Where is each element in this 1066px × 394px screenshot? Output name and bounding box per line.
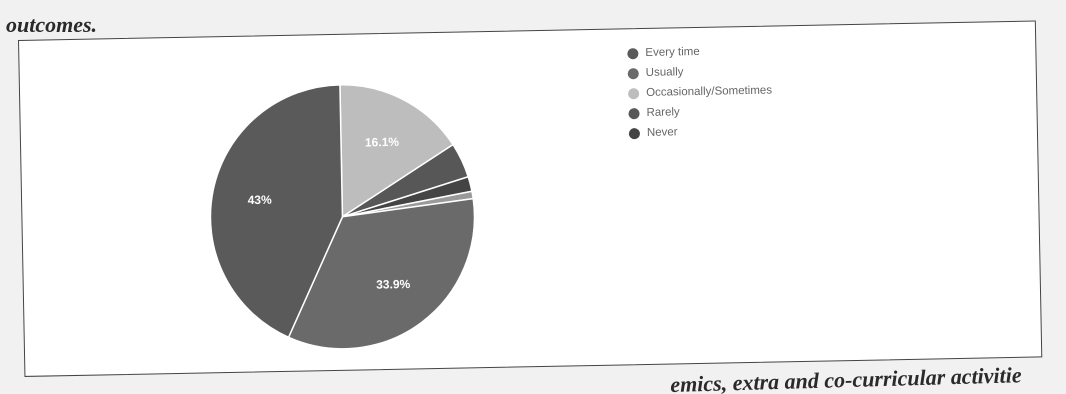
pie-slices — [209, 84, 476, 350]
caption-fragment-bottom: emics, extra and co-curricular activitie — [670, 362, 1022, 394]
caption-fragment-top: outcomes. — [6, 12, 98, 37]
legend-item-never: Never — [628, 121, 773, 144]
chart-legend: Every time Usually Occasionally/Sometimes R… — [627, 41, 773, 144]
pie-labels: 16.1% 33.9% 43% — [248, 135, 411, 292]
legend-swatch-every-time — [627, 47, 639, 59]
legend-item-rarely: Rarely — [628, 101, 772, 124]
legend-label-never: Never — [646, 126, 678, 139]
pie-slice-occasionally-sometimes — [339, 84, 455, 219]
pie-slice-every-time — [209, 84, 344, 339]
pie-label-occasionally-sometimes: 16.1% — [365, 135, 400, 150]
pie-chart: 16.1% 33.9% 43% — [209, 84, 476, 350]
legend-swatch-never — [628, 127, 641, 139]
pie-label-every-time: 43% — [248, 193, 273, 207]
legend-label-usually: Usually — [645, 66, 684, 79]
legend-label-every-time: Every time — [645, 45, 700, 59]
legend-swatch-rarely — [628, 107, 640, 119]
legend-item-occasionally-sometimes: Occasionally/Sometimes — [628, 81, 772, 104]
legend-swatch-occasionally-sometimes — [628, 87, 640, 99]
pie-label-usually: 33.9% — [376, 277, 411, 292]
pie-slice-usually — [287, 197, 476, 350]
legend-label-occasionally-sometimes: Occasionally/Sometimes — [646, 84, 773, 99]
legend-item-usually: Usually — [627, 61, 772, 84]
legend-item-every-time: Every time — [627, 41, 771, 64]
pie-chart-frame: 16.1% 33.9% 43% Every time Usually Occasiona… — [18, 20, 1043, 377]
legend-swatch-usually — [627, 67, 639, 79]
legend-label-rarely: Rarely — [646, 106, 680, 119]
